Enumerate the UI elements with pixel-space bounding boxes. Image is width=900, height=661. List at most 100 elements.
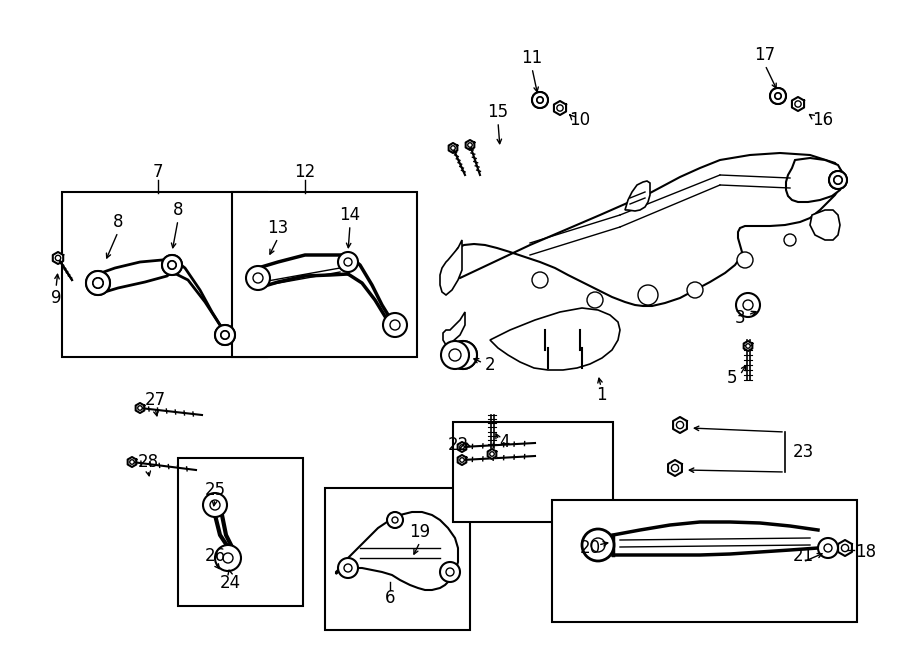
Text: 13: 13 [267,219,289,237]
Polygon shape [454,153,843,306]
Circle shape [449,341,477,369]
Circle shape [737,252,753,268]
Circle shape [168,261,176,269]
Text: 15: 15 [488,103,508,121]
Circle shape [736,293,760,317]
Circle shape [446,568,454,576]
Circle shape [221,331,229,339]
Circle shape [215,325,235,345]
Text: 9: 9 [50,289,61,307]
Text: 11: 11 [521,49,543,67]
Polygon shape [792,97,804,111]
Polygon shape [786,158,843,202]
Polygon shape [53,252,63,264]
Circle shape [460,458,464,462]
Circle shape [770,88,786,104]
Bar [453,422,613,522]
Circle shape [449,349,461,361]
Bar [178,458,303,606]
Circle shape [387,512,403,528]
Text: 25: 25 [204,481,226,499]
Text: 22: 22 [447,436,469,454]
Text: 2: 2 [485,356,495,374]
Text: 3: 3 [734,309,745,327]
Circle shape [215,545,241,571]
Polygon shape [458,455,466,465]
Text: 16: 16 [813,111,833,129]
Text: 28: 28 [138,453,158,471]
Bar [552,500,857,622]
Text: 23: 23 [793,443,814,461]
Circle shape [834,176,842,184]
Circle shape [677,422,684,428]
Polygon shape [625,181,650,211]
Circle shape [842,545,849,551]
Circle shape [344,564,352,572]
Text: 5: 5 [727,369,737,387]
Circle shape [162,255,182,275]
Text: 24: 24 [220,574,240,592]
Circle shape [86,271,110,295]
Circle shape [344,258,352,266]
Circle shape [537,97,543,103]
Circle shape [775,93,781,99]
Circle shape [818,538,838,558]
Circle shape [671,465,679,471]
Circle shape [338,252,358,272]
Polygon shape [743,341,752,351]
Text: 18: 18 [855,543,876,561]
Polygon shape [490,308,620,370]
Circle shape [210,500,220,510]
Polygon shape [440,240,462,295]
Circle shape [829,171,847,189]
Circle shape [743,300,753,310]
Circle shape [687,282,703,298]
Circle shape [203,493,227,517]
Circle shape [582,529,614,561]
Text: 6: 6 [385,589,395,607]
Circle shape [390,320,400,330]
Circle shape [770,88,786,104]
Circle shape [440,562,460,582]
Polygon shape [443,312,465,345]
Text: 17: 17 [754,46,776,64]
Bar [232,192,417,357]
Circle shape [557,105,563,111]
Text: 7: 7 [153,163,163,181]
Polygon shape [128,457,136,467]
Text: 21: 21 [792,547,814,565]
Text: 19: 19 [410,523,430,541]
Bar [325,488,470,630]
Text: 1: 1 [596,386,607,404]
Circle shape [130,460,134,464]
Circle shape [162,255,182,275]
Text: 8: 8 [112,213,123,231]
Circle shape [775,93,781,99]
Circle shape [55,255,60,260]
Circle shape [168,261,176,269]
Circle shape [449,341,477,369]
Polygon shape [810,210,840,240]
Polygon shape [838,540,852,556]
Circle shape [824,544,832,552]
Polygon shape [488,449,496,459]
Polygon shape [554,101,566,115]
Circle shape [532,92,548,108]
Circle shape [138,406,142,410]
Circle shape [338,558,358,578]
Circle shape [784,234,796,246]
Polygon shape [458,442,466,452]
Circle shape [537,97,543,103]
Polygon shape [673,417,687,433]
Circle shape [829,171,847,189]
Circle shape [587,292,603,308]
Text: 26: 26 [204,547,226,565]
Circle shape [638,285,658,305]
Circle shape [457,349,469,361]
Circle shape [93,278,103,288]
Circle shape [93,278,103,288]
Polygon shape [336,512,458,590]
Circle shape [253,273,263,283]
Circle shape [441,341,469,369]
Bar [62,192,267,357]
